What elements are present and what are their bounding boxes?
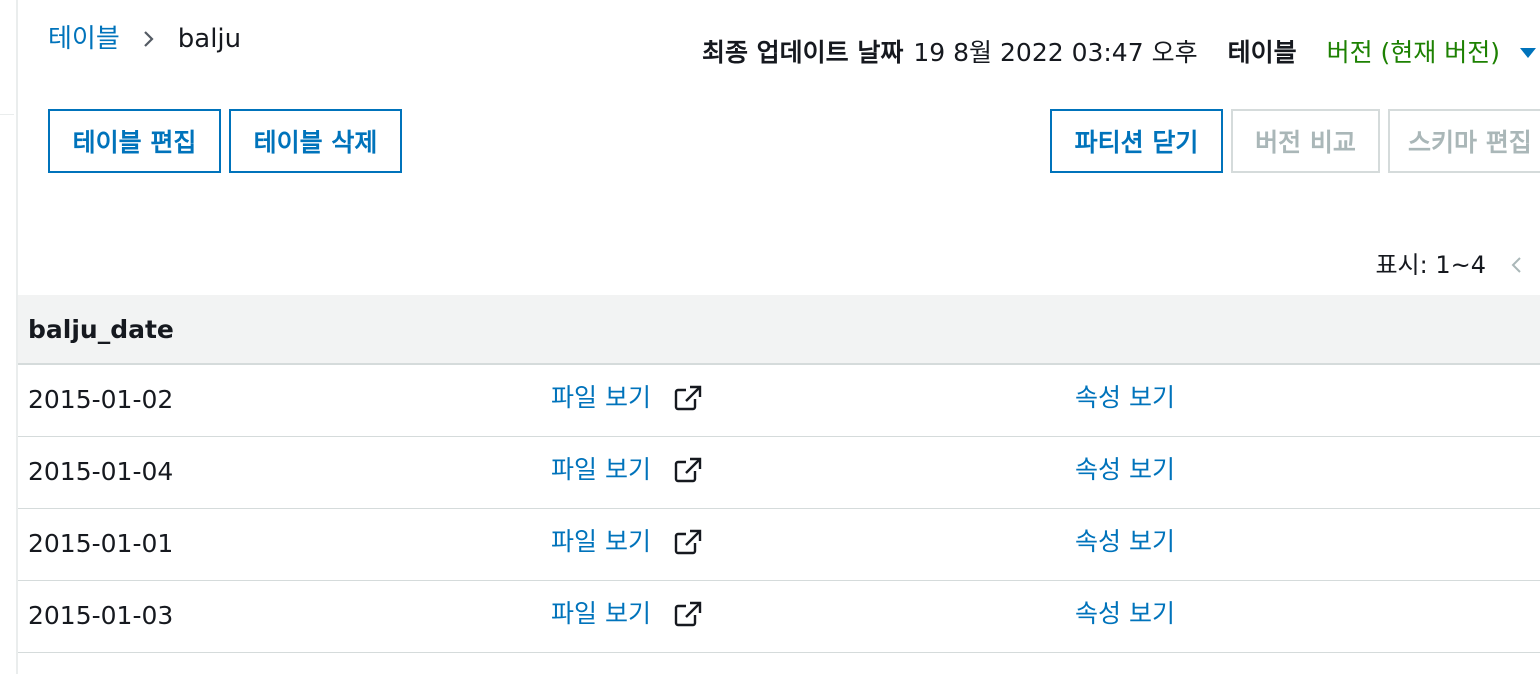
version-value: 버전 (현재 버전) xyxy=(1326,38,1500,67)
last-updated-label: 최종 업데이트 날짜 xyxy=(701,38,904,67)
view-files-label: 파일 보기 xyxy=(551,527,651,556)
row-date: 2015-01-01 xyxy=(28,529,174,558)
view-files-link[interactable]: 파일 보기 xyxy=(551,597,703,631)
view-properties-link[interactable]: 속성 보기 xyxy=(1075,599,1175,628)
external-link-icon xyxy=(674,529,702,555)
breadcrumb-tables-link[interactable]: 테이블 xyxy=(48,24,120,54)
table-label: 테이블 xyxy=(1227,38,1297,67)
close-partitions-button[interactable]: 파티션 닫기 xyxy=(1050,109,1223,173)
table-header: balju_date xyxy=(18,295,1540,365)
last-updated-value: 19 8월 2022 03:47 오후 xyxy=(913,38,1198,67)
version-select[interactable]: 버전 (현재 버전) xyxy=(1327,36,1540,70)
column-header-balju-date: balju_date xyxy=(28,314,174,344)
view-properties-link[interactable]: 속성 보기 xyxy=(1075,527,1175,556)
view-files-link[interactable]: 파일 보기 xyxy=(551,381,703,415)
external-link-icon xyxy=(674,385,702,411)
pagination: 표시: 1~4 xyxy=(1375,248,1522,282)
edit-schema-button[interactable]: 스키마 편집 xyxy=(1388,109,1540,173)
delete-table-button[interactable]: 테이블 삭제 xyxy=(229,109,402,173)
row-date: 2015-01-04 xyxy=(28,457,174,486)
view-files-label: 파일 보기 xyxy=(551,599,651,628)
view-properties-link[interactable]: 속성 보기 xyxy=(1075,455,1175,484)
left-rail-divider xyxy=(16,0,18,674)
table-row: 2015-01-04 파일 보기 속성 보기 xyxy=(18,437,1540,509)
table-row: 2015-01-02 파일 보기 속성 보기 xyxy=(18,365,1540,437)
table-row: 2015-01-03 파일 보기 속성 보기 xyxy=(18,581,1540,653)
breadcrumb-current: balju xyxy=(177,24,242,54)
chevron-right-icon xyxy=(143,31,154,47)
view-files-link[interactable]: 파일 보기 xyxy=(551,453,703,487)
table-meta: 최종 업데이트 날짜 19 8월 2022 03:47 오후 테이블 버전 (현… xyxy=(702,36,1540,70)
view-properties-link[interactable]: 속성 보기 xyxy=(1075,383,1175,412)
table-row: 2015-01-01 파일 보기 속성 보기 xyxy=(18,509,1540,581)
breadcrumb: 테이블 balju xyxy=(48,22,241,56)
external-link-icon xyxy=(674,457,702,483)
compare-versions-button[interactable]: 버전 비교 xyxy=(1231,109,1380,173)
pagination-text: 표시: 1~4 xyxy=(1375,251,1486,279)
partitions-table: balju_date 2015-01-02 파일 보기 속성 보기 2015-0… xyxy=(18,295,1540,653)
caret-down-icon xyxy=(1520,48,1536,58)
left-rail xyxy=(0,0,16,674)
chevron-left-icon[interactable] xyxy=(1510,255,1522,275)
view-files-link[interactable]: 파일 보기 xyxy=(551,525,703,559)
edit-table-button[interactable]: 테이블 편집 xyxy=(48,109,221,173)
left-rail-divider-tick xyxy=(0,114,14,115)
view-files-label: 파일 보기 xyxy=(551,455,651,484)
row-date: 2015-01-03 xyxy=(28,601,174,630)
external-link-icon xyxy=(674,601,702,627)
row-date: 2015-01-02 xyxy=(28,385,174,414)
view-files-label: 파일 보기 xyxy=(551,383,651,412)
